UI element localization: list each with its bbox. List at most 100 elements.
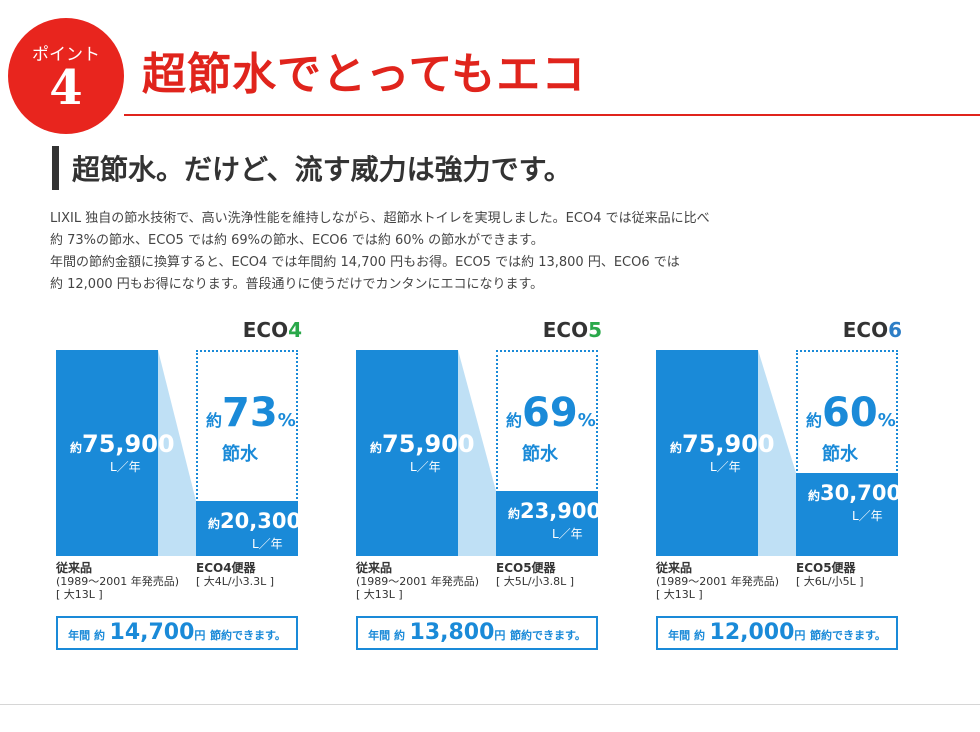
eco-value-number: 23,900 — [520, 499, 602, 523]
eco-bar — [796, 473, 898, 556]
eco-value-prefix: 約 — [508, 507, 521, 521]
conventional-caption: 従来品 (1989〜2001 年発売品)[ 大13L ] — [56, 561, 180, 602]
eco-caption-volume: [ 大5L/小3.8L ] — [496, 575, 575, 588]
eco-unit: L／年 — [552, 527, 583, 541]
reduction-wedge — [758, 350, 796, 556]
eco-value-number: 30,700 — [820, 481, 902, 505]
annual-saving-yen: 円 — [194, 629, 206, 642]
eco-label-prefix: ECO — [542, 318, 589, 342]
saved-water-outline — [796, 350, 898, 475]
subtitle-bar — [52, 146, 59, 190]
eco-label-number: 6 — [888, 318, 902, 342]
savings-label: 節水 — [822, 444, 858, 465]
eco-unit: L／年 — [252, 537, 283, 551]
conventional-unit: L／年 — [110, 460, 141, 474]
eco-caption: ECO4便器[ 大4L/小3.3L ] — [196, 561, 275, 589]
eco-label: ECO6 — [843, 318, 902, 342]
conventional-caption-years: (1989〜2001 年発売品) — [56, 575, 180, 588]
eco-value: 約23,900 — [508, 499, 601, 523]
annual-saving-post: 節約できます。 — [509, 629, 586, 642]
conventional-value: 約75,900 — [670, 430, 775, 458]
conventional-caption-years: (1989〜2001 年発売品) — [356, 575, 480, 588]
savings-percent-prefix: 約 — [206, 411, 223, 430]
savings-percent-sign: % — [277, 410, 296, 431]
reduction-wedge-shape — [758, 350, 796, 556]
annual-saving-pre: 年間 約 — [68, 629, 105, 642]
eco-caption-volume: [ 大4L/小3.3L ] — [196, 575, 275, 588]
conventional-unit: L／年 — [410, 460, 441, 474]
conventional-caption: 従来品 (1989〜2001 年発売品)[ 大13L ] — [356, 561, 480, 602]
annual-saving-amount: 14,700 — [109, 620, 195, 645]
savings-label: 節水 — [222, 444, 258, 465]
conventional-caption-years: (1989〜2001 年発売品) — [656, 575, 780, 588]
conventional-unit: L／年 — [710, 460, 741, 474]
annual-saving-amount: 13,800 — [409, 620, 495, 645]
annual-saving-box: 年間 約 14,700円 節約できます。 — [56, 616, 298, 650]
eco-caption-title: ECO4便器 — [196, 561, 256, 575]
conventional-value: 約75,900 — [370, 430, 475, 458]
point-badge-label: ポイント — [32, 45, 100, 65]
eco-label-prefix: ECO — [842, 318, 889, 342]
eco-bar — [496, 491, 598, 556]
savings-label: 節水 — [522, 444, 558, 465]
eco-bar — [196, 501, 298, 556]
savings-percent: 約60% — [806, 390, 896, 436]
conventional-caption-title: 従来品 — [656, 561, 693, 575]
eco-caption-title: ECO5便器 — [796, 561, 856, 575]
eco-label-prefix: ECO — [242, 318, 289, 342]
reduction-wedge — [158, 350, 196, 556]
annual-saving-yen: 円 — [494, 629, 506, 642]
description-line: LIXIL 独自の節水技術で、高い洗浄性能を維持しながら、超節水トイレを実現しま… — [50, 211, 710, 226]
savings-percent-sign: % — [877, 410, 896, 431]
eco-value: 約20,300 — [208, 509, 301, 533]
conventional-caption-title: 従来品 — [356, 561, 393, 575]
conventional-value-prefix: 約 — [70, 441, 83, 455]
conventional-value-prefix: 約 — [370, 441, 383, 455]
point-badge: ポイント 4 — [8, 18, 124, 134]
savings-percent-value: 60 — [822, 390, 878, 436]
annual-saving-pre: 年間 約 — [668, 629, 705, 642]
eco-caption: ECO5便器[ 大5L/小3.8L ] — [496, 561, 575, 589]
conventional-caption-title: 従来品 — [56, 561, 93, 575]
subtitle: 超節水。だけど、流す威力は強力です。 — [72, 153, 572, 186]
conventional-value: 約75,900 — [70, 430, 175, 458]
eco-value-number: 20,300 — [220, 509, 302, 533]
annual-saving-yen: 円 — [794, 629, 806, 642]
description: LIXIL 独自の節水技術で、高い洗浄性能を維持しながら、超節水トイレを実現しま… — [50, 208, 830, 296]
conventional-value-prefix: 約 — [670, 441, 683, 455]
eco-value-prefix: 約 — [808, 489, 821, 503]
conventional-caption: 従来品 (1989〜2001 年発売品)[ 大13L ] — [656, 561, 780, 602]
savings-percent-prefix: 約 — [506, 411, 523, 430]
annual-saving-box: 年間 約 13,800円 節約できます。 — [356, 616, 598, 650]
savings-percent: 約73% — [206, 390, 296, 436]
eco-value: 約30,700 — [808, 481, 901, 505]
conventional-caption-volume: [ 大13L ] — [56, 588, 103, 601]
description-line: 年間の節約金額に換算すると、ECO4 では年間約 14,700 円もお得。ECO… — [50, 255, 680, 270]
conventional-value-number: 75,900 — [682, 430, 775, 458]
eco-value-prefix: 約 — [208, 517, 221, 531]
savings-percent-prefix: 約 — [806, 411, 823, 430]
annual-saving-amount: 12,000 — [709, 620, 795, 645]
eco-caption-title: ECO5便器 — [496, 561, 556, 575]
conventional-caption-volume: [ 大13L ] — [656, 588, 703, 601]
annual-saving-box: 年間 約 12,000円 節約できます。 — [656, 616, 898, 650]
eco-unit: L／年 — [852, 509, 883, 523]
conventional-value-number: 75,900 — [82, 430, 175, 458]
description-line: 約 12,000 円もお得になります。普段通りに使うだけでカンタンにエコになりま… — [50, 277, 544, 292]
conventional-bar — [356, 350, 458, 556]
eco-chart: ECO6 約75,900 L／年 約60% 節水 約30,700 L／年 従来品 (1989〜2… — [656, 318, 906, 658]
reduction-wedge — [458, 350, 496, 556]
annual-saving-post: 節約できます。 — [209, 629, 286, 642]
eco-caption-volume: [ 大6L/小5L ] — [796, 575, 864, 588]
eco-label: ECO4 — [243, 318, 302, 342]
savings-percent-sign: % — [577, 410, 596, 431]
title-divider — [124, 114, 980, 116]
bottom-divider — [0, 704, 980, 705]
savings-percent-value: 69 — [522, 390, 578, 436]
savings-percent: 約69% — [506, 390, 596, 436]
eco-caption: ECO5便器[ 大6L/小5L ] — [796, 561, 864, 589]
conventional-caption-volume: [ 大13L ] — [356, 588, 403, 601]
eco-label-number: 5 — [588, 318, 602, 342]
point-badge-number: 4 — [49, 60, 83, 116]
conventional-bar — [56, 350, 158, 556]
